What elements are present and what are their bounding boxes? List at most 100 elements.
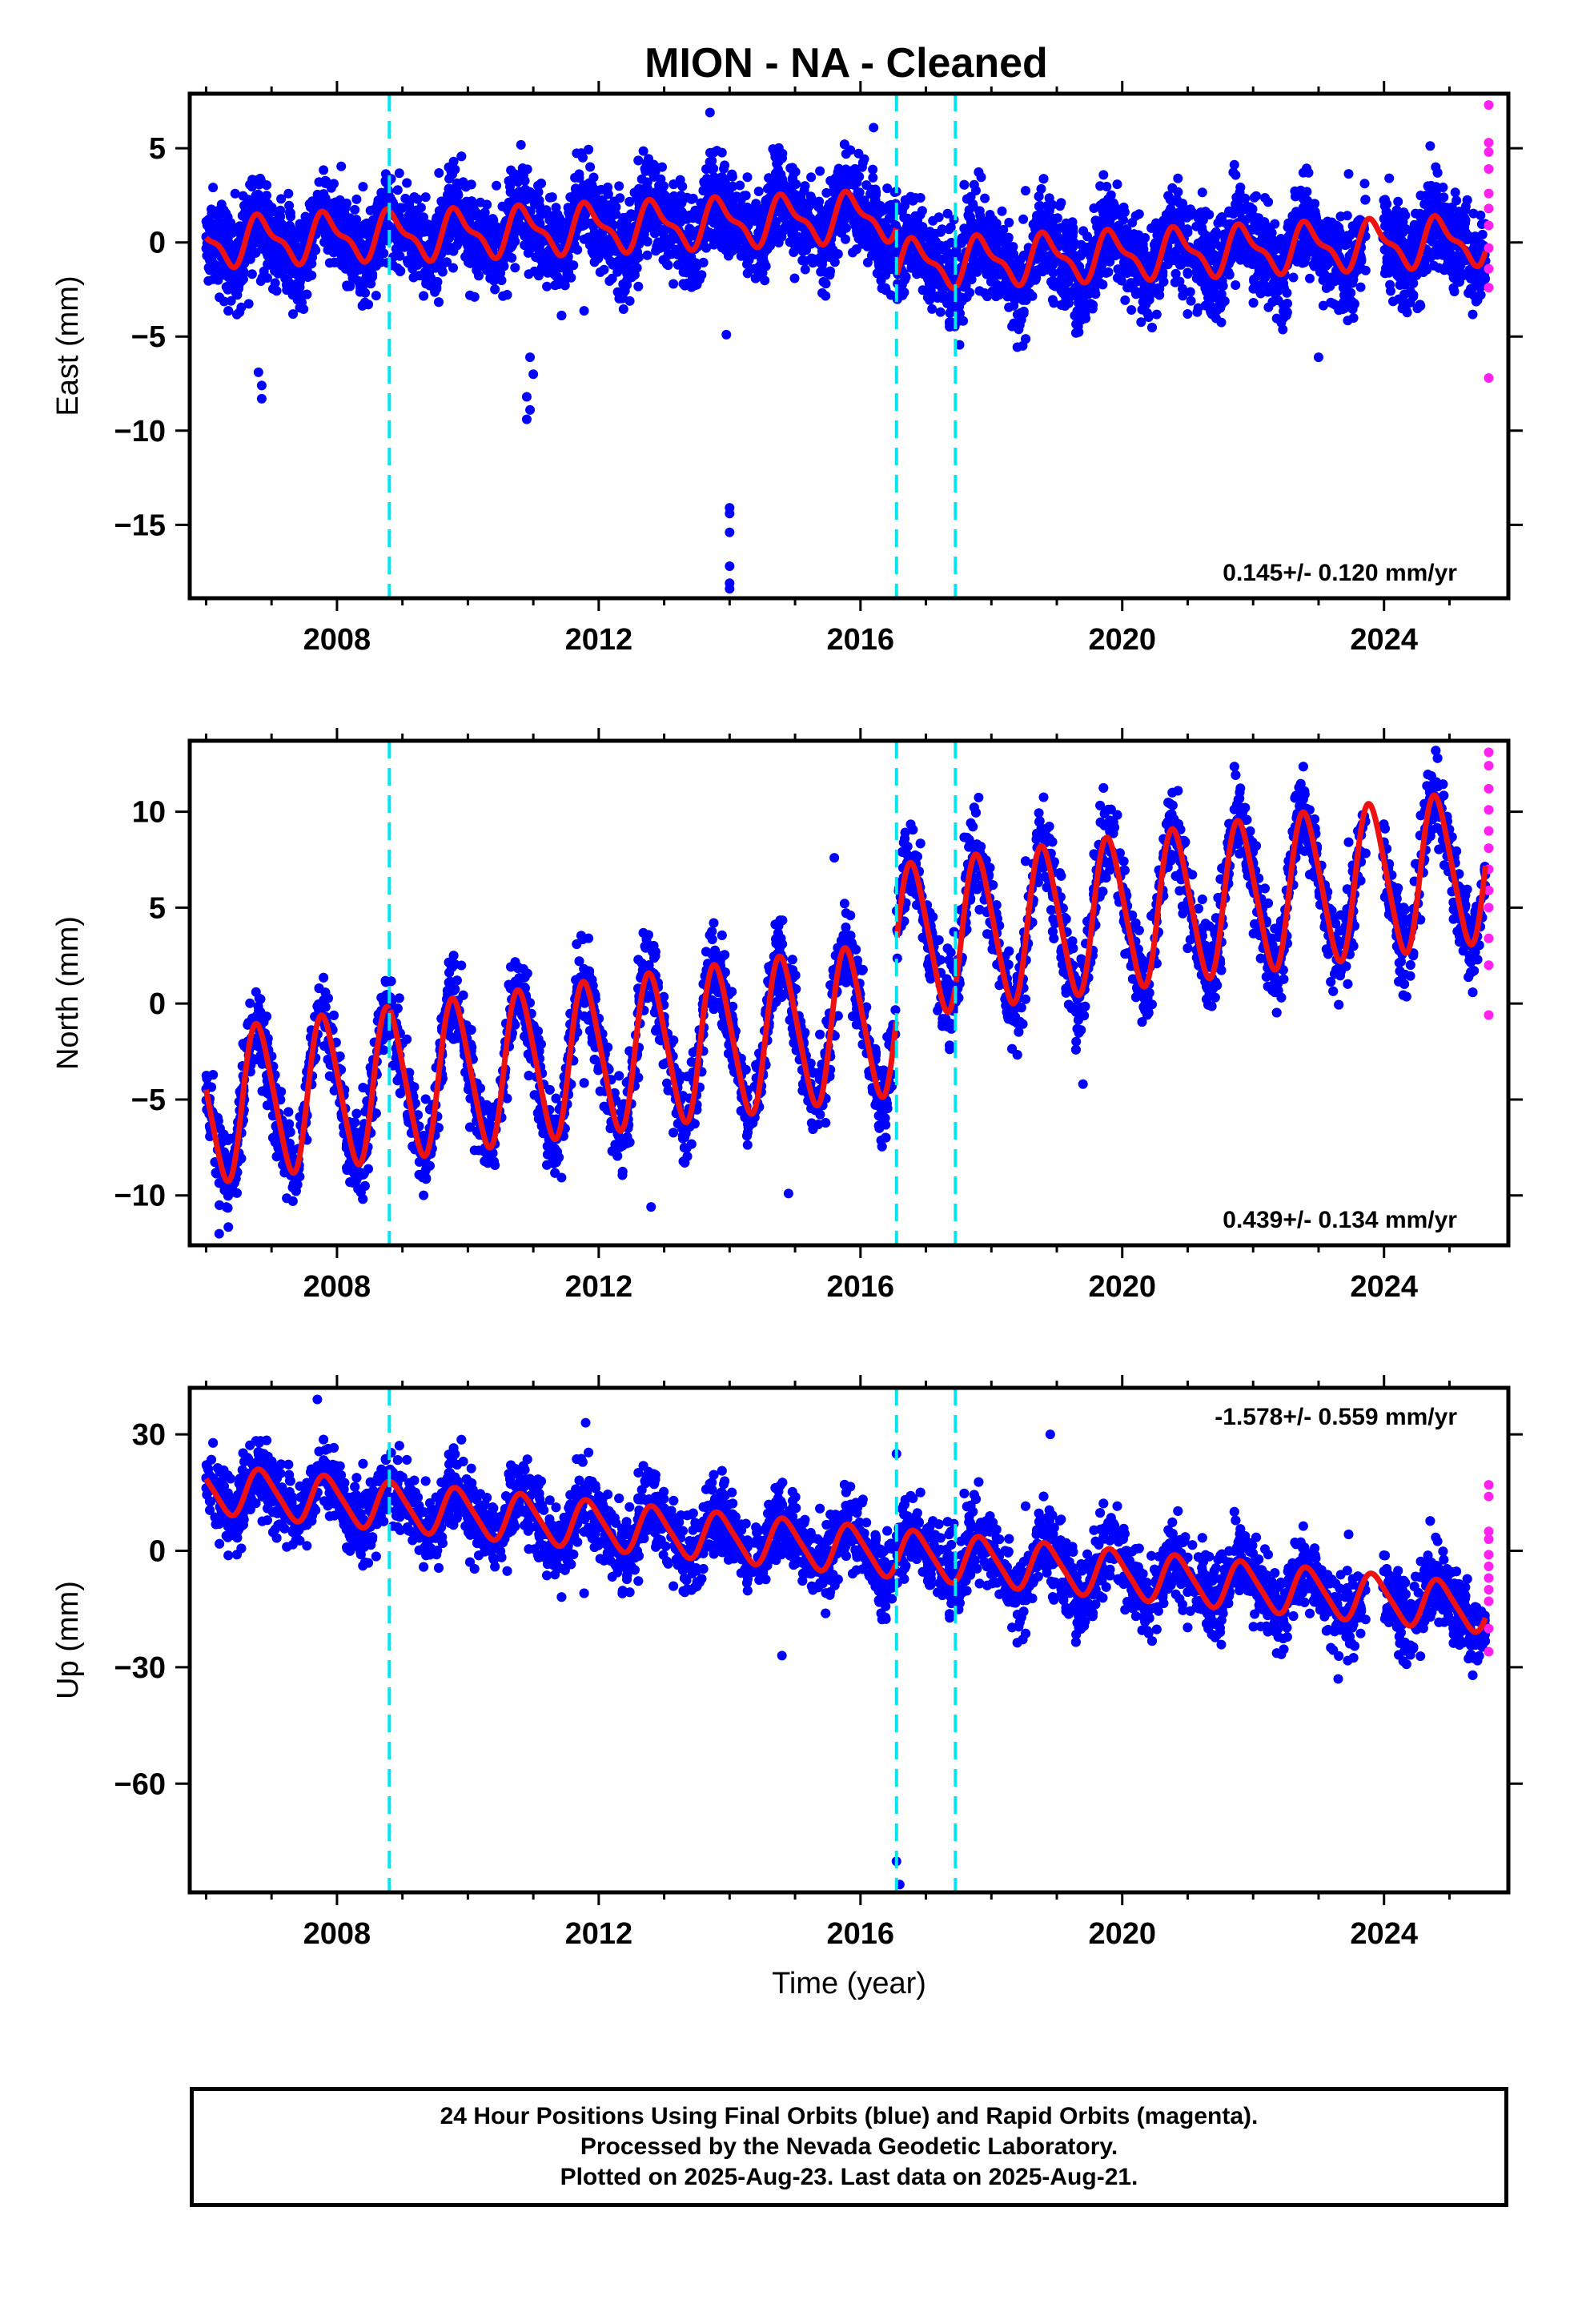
final-orbit-points-east: [201, 107, 1491, 594]
data-point: [1231, 280, 1241, 290]
data-point: [927, 304, 938, 314]
data-point: [1270, 219, 1280, 229]
data-point: [742, 259, 752, 269]
data-point: [448, 263, 458, 273]
data-point: [330, 243, 340, 254]
data-point: [1058, 239, 1068, 250]
data-point: [1245, 212, 1255, 223]
data-point: [542, 281, 552, 292]
data-point: [1154, 224, 1164, 235]
data-point: [434, 168, 444, 178]
data-point: [717, 147, 727, 158]
data-point: [617, 293, 628, 304]
data-point: [1112, 179, 1122, 190]
data-point: [208, 183, 219, 193]
data-point: [276, 194, 287, 204]
data-point: [614, 181, 624, 191]
data-point: [1468, 208, 1479, 219]
data-point: [642, 250, 652, 260]
data-point: [295, 232, 306, 243]
data-point: [603, 182, 613, 192]
data-point: [841, 234, 850, 244]
data-point: [603, 189, 613, 199]
data-point: [299, 304, 309, 314]
data-point: [392, 185, 403, 195]
data-point: [857, 162, 867, 172]
data-point: [329, 179, 339, 189]
data-point: [1136, 317, 1146, 328]
data-point: [1318, 300, 1328, 311]
data-point: [336, 161, 347, 171]
data-point: [1090, 289, 1101, 300]
data-point: [358, 182, 368, 192]
data-point: [480, 207, 490, 218]
data-point: [400, 193, 411, 203]
data-point: [516, 139, 526, 150]
data-point: [1384, 173, 1395, 183]
data-point: [742, 172, 753, 183]
data-point: [315, 198, 326, 208]
data-point: [951, 245, 962, 255]
data-point: [1070, 328, 1081, 338]
data-point: [319, 237, 330, 247]
data-point: [1191, 267, 1202, 277]
data-point: [1438, 183, 1448, 192]
data-point: [1167, 183, 1178, 193]
data-point: [1192, 307, 1203, 317]
data-point: [825, 270, 835, 280]
data-point: [638, 146, 648, 156]
data-point: [935, 307, 946, 317]
data-point: [1218, 217, 1228, 227]
data-point: [600, 243, 610, 254]
data-point: [524, 269, 534, 279]
data-point: [1288, 272, 1299, 283]
data-point: [280, 273, 291, 283]
data-point: [1305, 273, 1315, 283]
data-point: [968, 199, 978, 209]
data-point: [496, 275, 507, 286]
data-point: [882, 183, 893, 194]
data-point: [1142, 251, 1152, 262]
data-point: [230, 188, 240, 199]
data-point: [969, 179, 979, 190]
data-point: [954, 340, 965, 350]
data-point: [788, 180, 798, 190]
data-point: [1070, 283, 1080, 294]
data-point: [571, 183, 581, 194]
data-point: [458, 177, 468, 187]
data-point: [572, 244, 583, 255]
data-point: [510, 169, 520, 179]
data-point: [262, 180, 271, 191]
data-point: [821, 279, 831, 289]
data-point: [1098, 170, 1109, 180]
data-point: [1415, 208, 1425, 219]
data-point: [1393, 196, 1403, 207]
data-point: [1229, 159, 1239, 170]
data-point: [262, 273, 272, 283]
data-point: [489, 275, 499, 286]
data-point: [243, 299, 254, 309]
data-point: [1186, 296, 1196, 306]
data-point: [1360, 195, 1371, 205]
data-point: [1423, 181, 1433, 191]
data-point: [1004, 302, 1014, 312]
data-point: [1116, 275, 1126, 286]
data-point: [574, 173, 584, 183]
data-point: [1401, 306, 1411, 316]
data-point: [1231, 170, 1241, 180]
data-point: [1435, 203, 1446, 214]
data-point: [1089, 203, 1099, 213]
data-point: [1042, 264, 1052, 275]
data-point: [1379, 214, 1389, 224]
data-point: [997, 206, 1007, 216]
data-point: [1047, 295, 1058, 305]
data-point: [1033, 265, 1043, 275]
data-point: [1193, 213, 1203, 223]
data-point: [1146, 223, 1157, 233]
data-point: [789, 273, 800, 283]
data-point: [707, 155, 717, 166]
data-point: [1447, 202, 1457, 212]
data-point: [753, 187, 764, 196]
